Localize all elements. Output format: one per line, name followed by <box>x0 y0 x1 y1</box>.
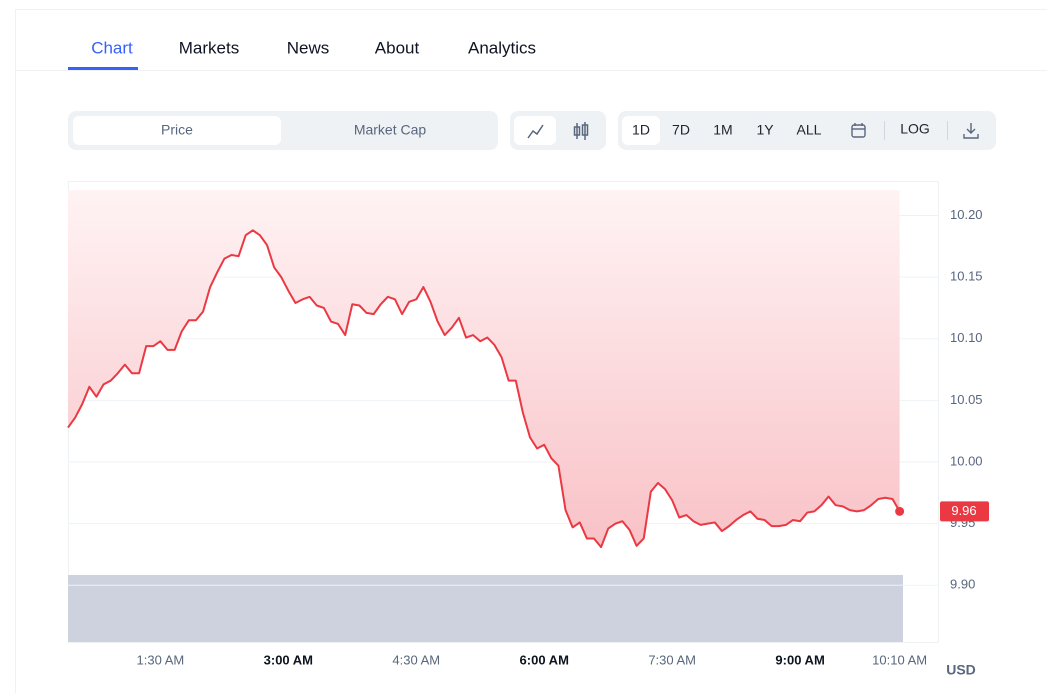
y-tick-label: 10.15 <box>950 269 983 284</box>
x-tick-label: 7:30 AM <box>648 652 696 667</box>
tab[interactable]: About <box>375 38 420 57</box>
download-button[interactable] <box>963 123 979 139</box>
y-tick-label: 10.05 <box>950 392 983 407</box>
y-tick-label: 10.00 <box>950 453 983 468</box>
range-switch <box>618 111 996 150</box>
currency-label: USD <box>946 662 976 678</box>
tab-underline <box>68 67 138 70</box>
price-area <box>68 190 900 548</box>
candle-button[interactable] <box>573 122 589 140</box>
last-price-tag <box>940 501 989 522</box>
range-active <box>622 116 660 145</box>
line-icon <box>527 124 544 139</box>
range-button[interactable]: 1M <box>713 122 732 138</box>
last-point <box>895 506 905 516</box>
y-tick-label: 9.90 <box>950 577 975 592</box>
range-button[interactable]: 1D <box>632 122 650 138</box>
price-line <box>67 229 901 549</box>
x-tick-label: 10:10 AM <box>872 652 927 667</box>
metric-button[interactable]: Market Cap <box>354 122 427 138</box>
tab[interactable]: Chart <box>91 38 133 57</box>
x-tick-label: 9:00 AM <box>775 652 824 667</box>
last-price-label: 9.96 <box>951 503 976 518</box>
calendar-button[interactable] <box>851 123 866 138</box>
tab[interactable]: Analytics <box>468 38 536 57</box>
log-button[interactable]: LOG <box>900 121 930 137</box>
tab[interactable]: News <box>287 38 330 57</box>
x-tick-label: 1:30 AM <box>137 652 185 667</box>
range-button[interactable]: 7D <box>672 122 690 138</box>
y-tick-label: 10.10 <box>950 330 983 345</box>
x-tick-label: 3:00 AM <box>264 652 313 667</box>
range-button[interactable]: 1Y <box>756 122 774 138</box>
metric-button[interactable]: Price <box>161 122 193 138</box>
line-button[interactable] <box>514 116 556 145</box>
y-tick-label: 10.20 <box>950 207 983 222</box>
volume-band <box>68 575 903 642</box>
x-tick-label: 6:00 AM <box>520 652 569 667</box>
range-button[interactable]: ALL <box>797 122 822 138</box>
x-tick-label: 4:30 AM <box>392 652 440 667</box>
tab[interactable]: Markets <box>179 38 239 57</box>
metric-active <box>73 116 281 145</box>
